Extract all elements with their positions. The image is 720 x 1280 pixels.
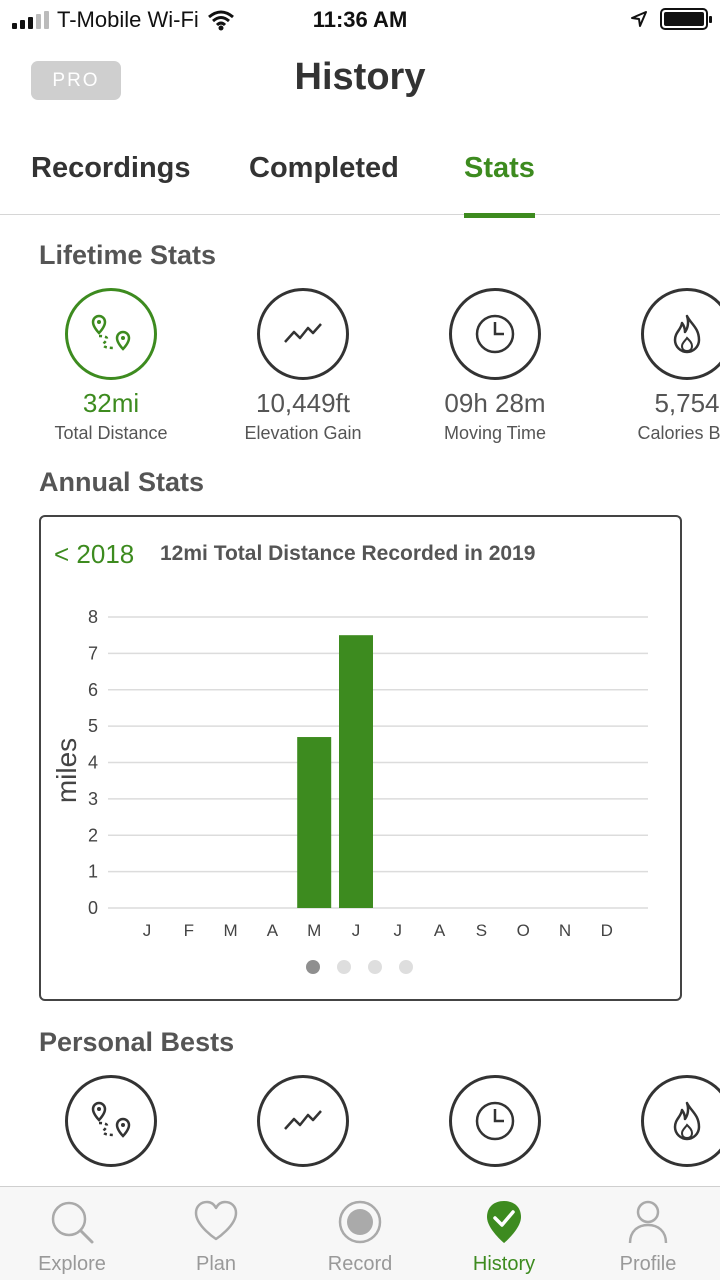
tab-label: Completed	[249, 152, 399, 184]
y-tick-label: 8	[88, 607, 98, 627]
pager-dot[interactable]	[306, 960, 320, 974]
y-tick-label: 2	[88, 825, 98, 845]
lifetime-stats-title: Lifetime Stats	[39, 240, 217, 270]
personal-bests-title: Personal Bests	[39, 1027, 235, 1057]
x-tick-label: M	[307, 921, 321, 940]
x-tick-label: J	[394, 921, 403, 940]
nav-label: History	[472, 1253, 536, 1275]
nav-label: Record	[327, 1253, 393, 1275]
best-distance[interactable]	[11, 1075, 211, 1167]
nav-label: Plan	[195, 1253, 237, 1275]
chart-pager[interactable]	[306, 960, 413, 974]
flame-icon	[641, 288, 720, 380]
wifi-icon	[207, 10, 234, 31]
search-icon	[51, 1201, 94, 1244]
tab-label: Recordings	[31, 152, 191, 184]
x-tick-label: D	[601, 921, 613, 940]
stat-elevation-gain[interactable]: 10,449ft Elevation Gain	[203, 288, 403, 444]
annual-stats-title: Annual Stats	[39, 467, 205, 497]
clock-icon	[449, 1075, 541, 1167]
best-moving-time[interactable]	[395, 1075, 595, 1167]
pager-dot[interactable]	[368, 960, 382, 974]
elevation-icon	[257, 288, 349, 380]
annual-summary: 12mi Total Distance Recorded in 2019	[160, 542, 536, 565]
previous-year-link[interactable]: < 2018	[54, 539, 135, 569]
stat-label: Moving Time	[443, 423, 547, 443]
y-axis-label: miles	[51, 738, 82, 803]
heart-icon	[194, 1200, 238, 1241]
best-elevation[interactable]	[203, 1075, 403, 1167]
x-tick-label: M	[224, 921, 238, 940]
bar	[297, 737, 332, 908]
annual-distance-chart: 0 1 2 3 4 5 6 7 8 miles J F M A M J J A S O N D	[51, 607, 648, 940]
y-tick-label: 1	[88, 862, 98, 882]
tab-label: Stats	[464, 152, 535, 184]
clock-icon	[449, 288, 541, 380]
stat-label: Total Distance	[54, 423, 168, 443]
status-bar: T-Mobile Wi-Fi 11:36 AM	[0, 0, 720, 40]
battery-icon	[660, 8, 712, 30]
stat-label: Elevation Gain	[244, 423, 362, 443]
x-tick-label: S	[476, 921, 487, 940]
y-tick-label: 4	[88, 753, 98, 773]
status-right	[630, 8, 712, 30]
page-title: History	[294, 56, 426, 98]
status-left: T-Mobile Wi-Fi	[12, 7, 235, 33]
nav-label: Explore	[38, 1253, 106, 1275]
y-tick-label: 3	[88, 789, 98, 809]
route-icon	[65, 1075, 157, 1167]
x-tick-label: N	[559, 921, 571, 940]
nav-record[interactable]: Record	[288, 1187, 432, 1280]
tab-active-indicator	[464, 213, 535, 218]
stat-value: 09h 28m	[444, 388, 546, 418]
carrier-text: T-Mobile Wi-Fi	[57, 7, 199, 32]
route-icon	[65, 288, 157, 380]
stat-value: 32mi	[82, 388, 140, 418]
record-icon	[338, 1200, 382, 1244]
stat-label: Calories Bur	[637, 423, 720, 443]
bar	[339, 635, 373, 908]
x-tick-label: J	[352, 921, 361, 940]
x-tick-label: F	[184, 921, 194, 940]
nav-label: Profile	[619, 1253, 677, 1275]
best-calories[interactable]	[587, 1075, 720, 1167]
tab-bar: Recordings Completed Stats	[0, 150, 720, 218]
stat-moving-time[interactable]: 09h 28m Moving Time	[395, 288, 595, 444]
bottom-nav: Explore Plan Record History Profile	[0, 1186, 720, 1280]
x-tick-label: A	[267, 921, 279, 940]
annual-stats-card	[39, 515, 682, 1001]
y-tick-label: 0	[88, 898, 98, 918]
y-tick-label: 5	[88, 716, 98, 736]
signal-icon	[12, 11, 49, 29]
x-tick-label: J	[143, 921, 152, 940]
pager-dot[interactable]	[337, 960, 351, 974]
stat-calories-burned[interactable]: 5,754 Calories Bur	[587, 288, 720, 444]
nav-plan[interactable]: Plan	[144, 1187, 288, 1280]
stat-total-distance[interactable]: 32mi Total Distance	[11, 288, 211, 444]
pro-button[interactable]: PRO	[31, 61, 121, 100]
elevation-icon	[257, 1075, 349, 1167]
x-tick-label: O	[517, 921, 530, 940]
x-tick-label: A	[434, 921, 446, 940]
tab-recordings[interactable]: Recordings	[31, 152, 191, 217]
status-time: 11:36 AM	[312, 7, 408, 32]
nav-explore[interactable]: Explore	[0, 1187, 144, 1280]
nav-profile[interactable]: Profile	[576, 1187, 720, 1280]
tab-stats[interactable]: Stats	[464, 152, 535, 218]
location-arrow-icon	[631, 11, 647, 27]
person-icon	[628, 1200, 668, 1244]
stat-value: 5,754	[654, 388, 720, 418]
nav-history[interactable]: History	[432, 1187, 576, 1280]
pager-dot[interactable]	[399, 960, 413, 974]
flame-icon	[641, 1075, 720, 1167]
tab-completed[interactable]: Completed	[249, 152, 399, 217]
y-tick-label: 6	[88, 680, 98, 700]
stat-value: 10,449ft	[256, 388, 350, 418]
check-badge-icon	[487, 1201, 521, 1243]
y-tick-label: 7	[88, 643, 98, 663]
